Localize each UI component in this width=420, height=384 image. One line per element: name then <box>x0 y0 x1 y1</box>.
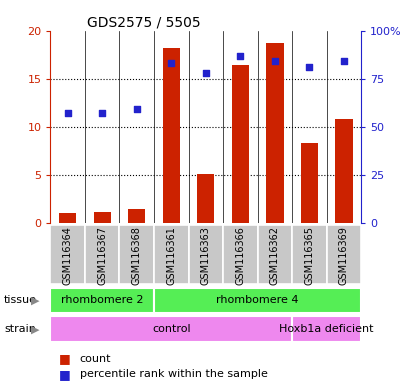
Bar <box>335 119 352 223</box>
Text: GSM116365: GSM116365 <box>304 227 315 285</box>
Point <box>341 58 347 65</box>
Text: GSM116367: GSM116367 <box>97 227 107 285</box>
Text: GSM116366: GSM116366 <box>235 227 245 285</box>
Text: rhombomere 2: rhombomere 2 <box>61 295 144 306</box>
Bar <box>59 213 76 223</box>
Text: GSM116364: GSM116364 <box>63 227 73 285</box>
Text: ■: ■ <box>59 353 71 366</box>
Text: ▶: ▶ <box>32 295 40 306</box>
Point <box>134 106 140 113</box>
Bar <box>301 143 318 223</box>
FancyBboxPatch shape <box>292 225 327 284</box>
FancyBboxPatch shape <box>50 225 85 284</box>
FancyBboxPatch shape <box>223 225 257 284</box>
Point <box>237 53 244 59</box>
Point <box>306 64 313 70</box>
Text: rhombomere 4: rhombomere 4 <box>216 295 299 306</box>
Text: Hoxb1a deficient: Hoxb1a deficient <box>279 324 374 334</box>
Bar <box>266 43 284 223</box>
FancyBboxPatch shape <box>50 316 292 342</box>
Bar <box>128 209 145 223</box>
Text: ■: ■ <box>59 368 71 381</box>
FancyBboxPatch shape <box>85 225 119 284</box>
Text: GSM116368: GSM116368 <box>132 227 142 285</box>
Text: GSM116362: GSM116362 <box>270 227 280 285</box>
Point <box>271 58 278 65</box>
Text: ▶: ▶ <box>32 324 40 334</box>
Bar <box>197 174 215 223</box>
FancyBboxPatch shape <box>154 225 189 284</box>
FancyBboxPatch shape <box>189 225 223 284</box>
Bar <box>94 212 111 223</box>
Point <box>168 60 175 66</box>
Point <box>99 110 105 116</box>
FancyBboxPatch shape <box>257 225 292 284</box>
Text: strain: strain <box>4 324 36 334</box>
Bar <box>163 48 180 223</box>
Text: tissue: tissue <box>4 295 37 306</box>
Text: GSM116361: GSM116361 <box>166 227 176 285</box>
FancyBboxPatch shape <box>119 225 154 284</box>
Text: GSM116369: GSM116369 <box>339 227 349 285</box>
Text: GSM116363: GSM116363 <box>201 227 211 285</box>
FancyBboxPatch shape <box>292 316 361 342</box>
Bar <box>232 65 249 223</box>
FancyBboxPatch shape <box>154 288 361 313</box>
Text: percentile rank within the sample: percentile rank within the sample <box>80 369 268 379</box>
FancyBboxPatch shape <box>327 225 361 284</box>
FancyBboxPatch shape <box>50 288 154 313</box>
Text: GDS2575 / 5505: GDS2575 / 5505 <box>87 15 200 29</box>
Text: control: control <box>152 324 191 334</box>
Point <box>64 110 71 116</box>
Point <box>202 70 209 76</box>
Text: count: count <box>80 354 111 364</box>
